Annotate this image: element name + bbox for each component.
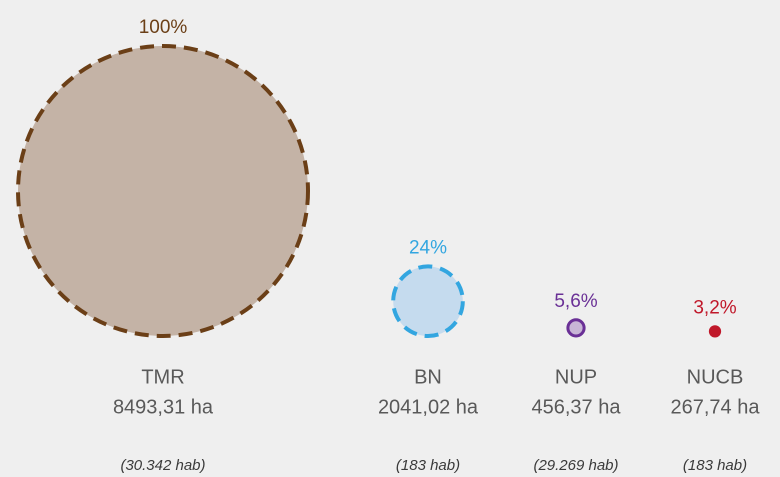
category-label: BN [414,366,442,388]
category-label: NUCB [687,366,744,388]
area-label: 456,37 ha [532,396,622,418]
bubble [391,264,465,339]
population-label: (183 hab) [396,457,460,474]
percent-label: 5,6% [554,291,597,312]
bubble [16,44,310,338]
category-label: TMR [141,366,184,388]
population-label: (29.269 hab) [533,457,618,474]
bubble [566,318,586,338]
bubble [708,325,722,338]
category-label: NUP [555,366,597,388]
area-label: 8493,31 ha [113,396,214,418]
population-label: (183 hab) [683,457,747,474]
area-label: 2041,02 ha [378,396,479,418]
population-label: (30.342 hab) [120,457,205,474]
area-label: 267,74 ha [671,396,761,418]
percent-label: 100% [139,17,188,38]
percent-label: 24% [409,237,447,258]
percent-label: 3,2% [693,298,736,319]
